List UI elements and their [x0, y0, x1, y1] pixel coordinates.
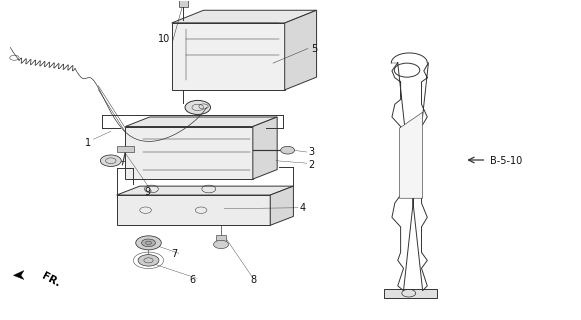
Polygon shape	[285, 10, 317, 90]
Polygon shape	[171, 10, 317, 23]
Polygon shape	[13, 270, 24, 279]
Polygon shape	[270, 186, 293, 225]
Polygon shape	[385, 289, 437, 298]
Text: FR.: FR.	[40, 271, 62, 289]
Polygon shape	[171, 23, 285, 90]
Text: 1: 1	[85, 138, 91, 148]
Polygon shape	[125, 126, 253, 179]
Polygon shape	[253, 117, 277, 179]
Polygon shape	[400, 112, 422, 198]
Text: 9: 9	[145, 187, 150, 197]
Polygon shape	[125, 117, 277, 126]
Text: B-5-10: B-5-10	[490, 156, 523, 166]
Circle shape	[101, 155, 121, 166]
Polygon shape	[117, 195, 270, 225]
Text: 2: 2	[308, 160, 314, 170]
Text: 3: 3	[308, 147, 314, 157]
Text: 4: 4	[299, 203, 306, 213]
Polygon shape	[178, 0, 188, 7]
Text: 7: 7	[171, 249, 178, 259]
Circle shape	[136, 236, 162, 250]
Polygon shape	[216, 235, 226, 241]
Text: 5: 5	[311, 44, 317, 54]
Circle shape	[142, 239, 156, 247]
Circle shape	[138, 255, 159, 266]
Polygon shape	[117, 186, 293, 195]
Circle shape	[214, 240, 228, 249]
Circle shape	[185, 100, 210, 115]
Text: 8: 8	[250, 275, 256, 285]
Text: 10: 10	[159, 34, 171, 44]
Polygon shape	[117, 146, 134, 152]
Text: 6: 6	[189, 275, 195, 285]
Circle shape	[281, 146, 295, 154]
